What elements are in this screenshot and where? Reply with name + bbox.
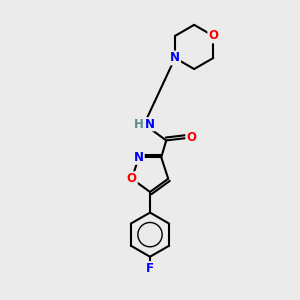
Text: O: O xyxy=(186,131,196,144)
Text: N: N xyxy=(134,151,144,164)
Text: H: H xyxy=(134,118,144,131)
Text: N: N xyxy=(144,118,154,131)
Text: O: O xyxy=(208,29,218,42)
Text: F: F xyxy=(146,262,154,275)
Text: N: N xyxy=(170,52,180,64)
Text: O: O xyxy=(127,172,137,185)
